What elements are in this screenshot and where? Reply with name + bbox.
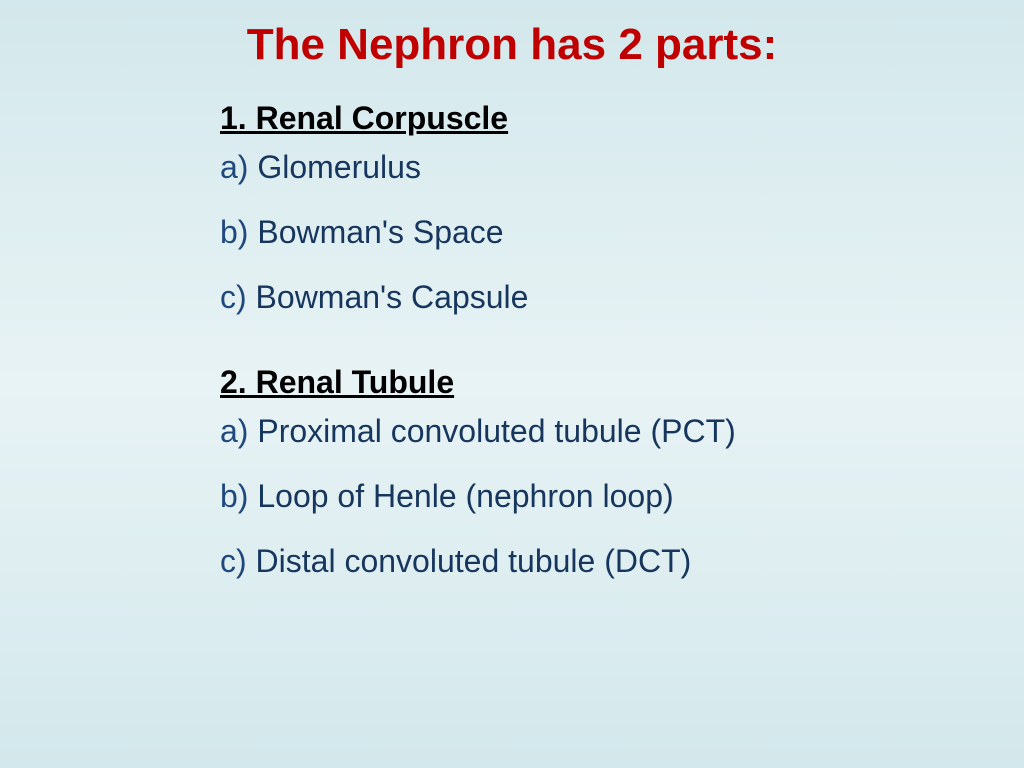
- item-letter: c): [220, 543, 247, 579]
- list-item: b) Bowman's Space: [220, 214, 1024, 251]
- list-item: a) Proximal convoluted tubule (PCT): [220, 413, 1024, 450]
- item-text: Proximal convoluted tubule (PCT): [248, 413, 735, 449]
- list-item: c) Distal convoluted tubule (DCT): [220, 543, 1024, 580]
- slide-container: The Nephron has 2 parts: 1. Renal Corpus…: [0, 0, 1024, 768]
- item-letter: a): [220, 149, 248, 185]
- list-item: b) Loop of Henle (nephron loop): [220, 478, 1024, 515]
- item-letter: c): [220, 279, 247, 315]
- item-text: Loop of Henle (nephron loop): [248, 478, 673, 514]
- item-text: Bowman's Capsule: [247, 279, 529, 315]
- item-text: Bowman's Space: [248, 214, 503, 250]
- slide-content: 1. Renal Corpuscle a) Glomerulus b) Bowm…: [0, 100, 1024, 580]
- list-item: a) Glomerulus: [220, 149, 1024, 186]
- list-item: c) Bowman's Capsule: [220, 279, 1024, 316]
- slide-title: The Nephron has 2 parts:: [0, 20, 1024, 70]
- section-1-header: 1. Renal Corpuscle: [220, 100, 1024, 137]
- item-letter: a): [220, 413, 248, 449]
- item-letter: b): [220, 478, 248, 514]
- item-letter: b): [220, 214, 248, 250]
- item-text: Distal convoluted tubule (DCT): [247, 543, 692, 579]
- item-text: Glomerulus: [248, 149, 421, 185]
- section-2-header: 2. Renal Tubule: [220, 364, 1024, 401]
